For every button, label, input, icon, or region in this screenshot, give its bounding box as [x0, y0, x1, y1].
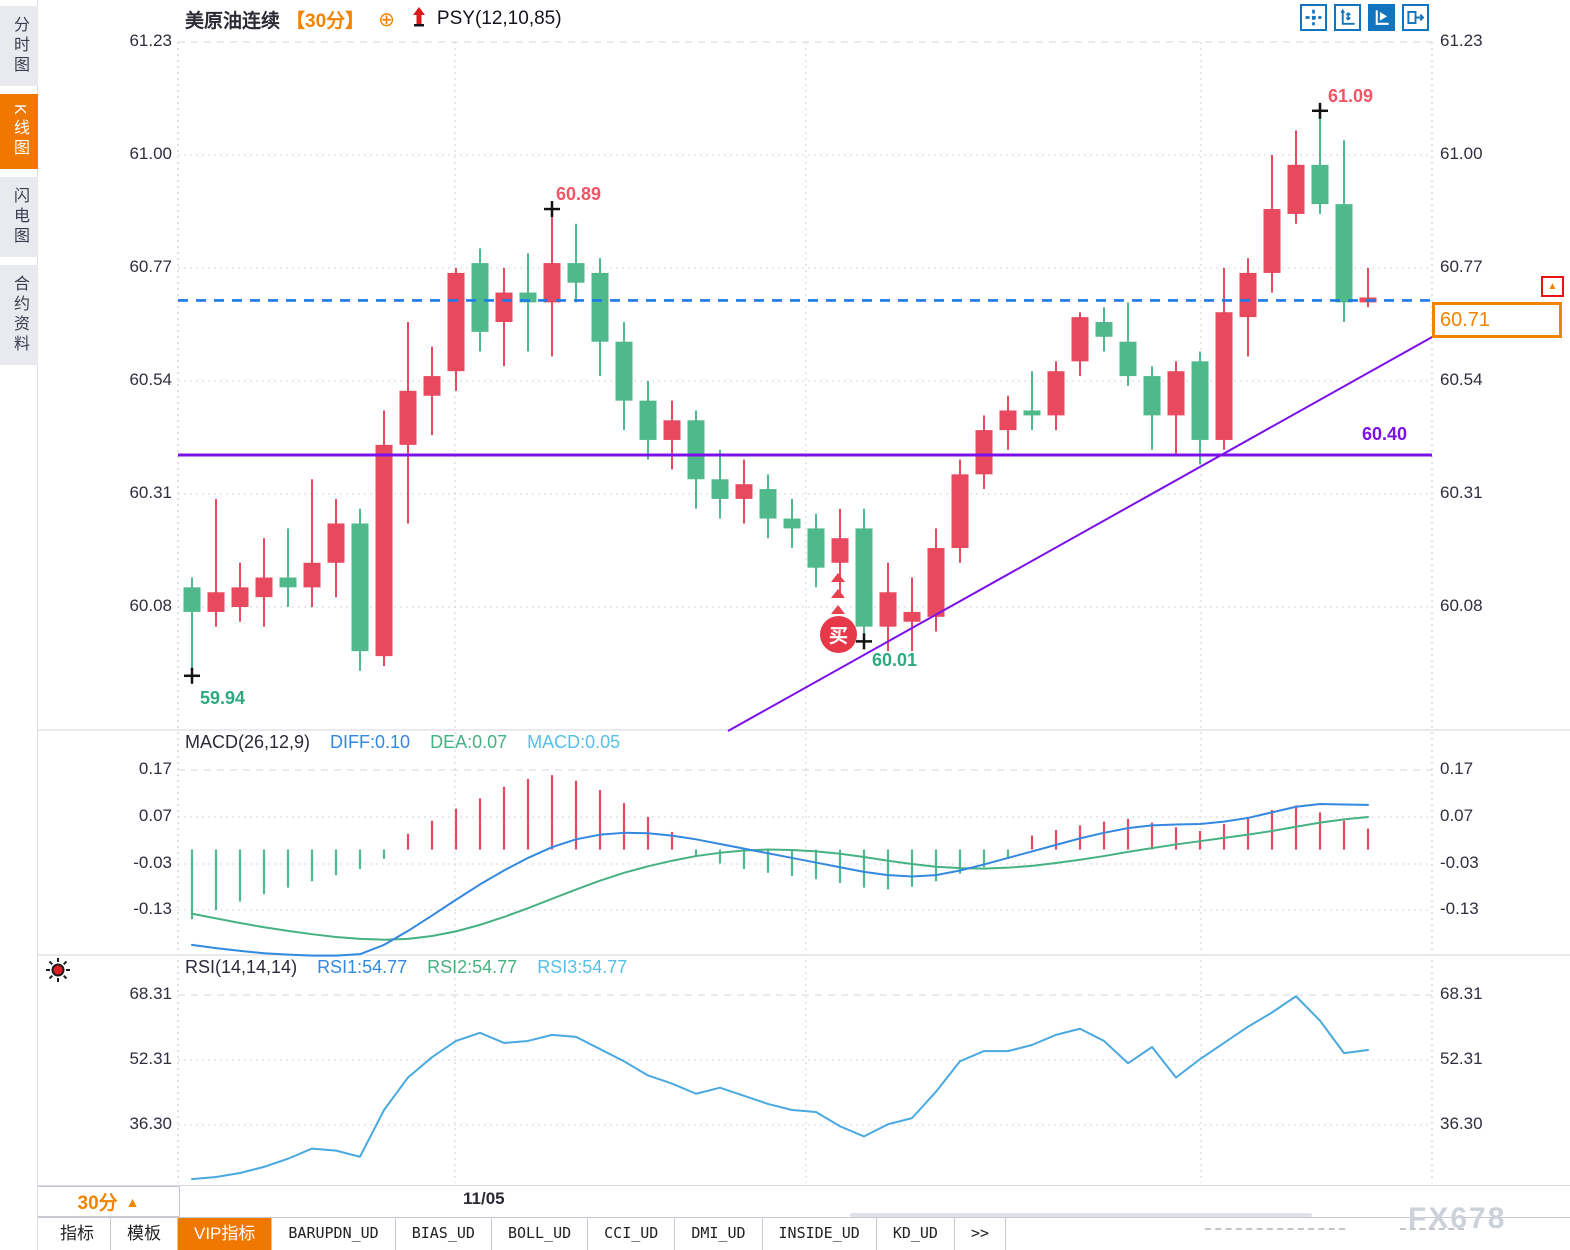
axis-tick-label: 61.00	[129, 144, 172, 163]
buy-signal-marker: 买	[820, 616, 857, 653]
axis-zoom-icon[interactable]	[1334, 4, 1361, 31]
sidebar-tab-K线图[interactable]: K线图	[0, 94, 38, 169]
bottom-tab-模板[interactable]: 模板	[111, 1218, 178, 1250]
axis-tick-label: 60.54	[129, 370, 172, 389]
axis-tick-label: 36.30	[1440, 1114, 1483, 1133]
period-selector-button[interactable]: 30分 ▲	[38, 1186, 180, 1217]
price-alert-icon[interactable]: ▲	[1541, 276, 1564, 297]
axis-tick-label: 60.08	[129, 596, 172, 615]
axis-tick-label: 60.31	[1440, 483, 1483, 502]
axis-tick-label: 61.23	[129, 31, 172, 50]
axis-tick-label: 68.31	[1440, 984, 1483, 1003]
axis-tick-label: 52.31	[1440, 1049, 1483, 1068]
hidden-tab-dashes	[1400, 1228, 1464, 1230]
axis-tick-label: 36.30	[129, 1114, 172, 1133]
macd-panel-header: MACD(26,12,9) DIFF:0.10 DEA:0.07 MACD:0.…	[185, 732, 620, 753]
rsi-panel-header: RSI(14,14,14) RSI1:54.77 RSI2:54.77 RSI3…	[185, 957, 627, 978]
link-compare-icon[interactable]: ⊕	[378, 8, 395, 31]
period-selector-label: 30分	[77, 1193, 118, 1214]
bottom-tab-KD_UD[interactable]: KD_UD	[877, 1218, 955, 1250]
support-level-label: 60.40	[1362, 424, 1408, 444]
axis-tick-label: 60.31	[129, 483, 172, 502]
indicator-tabbar: 指标 模板 VIP指标 BARUPDN_UD BIAS_UD BOLL_UD CCI_UD D…	[38, 1217, 1570, 1250]
watermark: FX678	[1408, 1202, 1507, 1235]
bottom-tab-指标[interactable]: 指标	[44, 1218, 111, 1250]
bottom-tab-DMI_UD[interactable]: DMI_UD	[675, 1218, 763, 1250]
rsi3-value: RSI3:54.77	[537, 957, 628, 977]
axis-tick-label: -0.03	[1440, 853, 1479, 872]
period-label[interactable]: 【30分】	[286, 10, 365, 32]
hidden-tab-dashes	[1205, 1228, 1345, 1230]
bottom-tab-VIP指标[interactable]: VIP指标	[178, 1218, 273, 1250]
indicator-settings-icon[interactable]	[44, 956, 72, 989]
sidebar-tab-闪电图[interactable]: 闪电图	[0, 176, 38, 257]
axis-tick-label: 0.07	[1440, 806, 1474, 825]
chart-header: 美原油连续 【30分】 ⊕ PSY(12,10,85)	[185, 5, 562, 33]
swing-high-label: 60.89	[556, 184, 602, 204]
auto-scale-icon[interactable]	[1368, 4, 1395, 31]
rsi2-value: RSI2:54.77	[427, 957, 518, 977]
axis-tick-label: 60.54	[1440, 370, 1483, 389]
bottom-tab-CCI_UD[interactable]: CCI_UD	[588, 1218, 676, 1250]
axis-tick-label: 0.07	[138, 806, 172, 825]
chart-toolbar	[1300, 4, 1429, 31]
macd-diff-value: DIFF:0.10	[330, 732, 411, 752]
buy-arrow-icon	[831, 573, 845, 582]
axis-tick-label: 61.23	[1440, 31, 1483, 50]
sidebar-tab-分时图[interactable]: 分时图	[0, 6, 38, 86]
bottom-tab-INSIDE_UD[interactable]: INSIDE_UD	[763, 1218, 877, 1250]
bottom-tab->>[interactable]: >>	[955, 1218, 1007, 1250]
sidebar-tab-合约资料[interactable]: 合约资料	[0, 264, 38, 365]
bottom-tab-BARUPDN_UD[interactable]: BARUPDN_UD	[272, 1218, 396, 1250]
pane-export-icon[interactable]	[1402, 4, 1429, 31]
axis-tick-label: -0.03	[133, 853, 172, 872]
axis-tick-label: 60.77	[129, 257, 172, 276]
pullback-low-label: 60.01	[872, 650, 918, 670]
axis-tick-label: 60.77	[1440, 257, 1483, 276]
rsi1-value: RSI1:54.77	[317, 957, 408, 977]
crosshair-icon[interactable]	[1300, 4, 1327, 31]
swing-low-label: 59.94	[200, 688, 246, 708]
date-axis-label: 11/05	[463, 1189, 505, 1208]
symbol-title: 美原油连续	[185, 10, 281, 32]
macd-dea-value: DEA:0.07	[430, 732, 508, 752]
session-high-label: 61.09	[1328, 86, 1374, 106]
overlay-indicator-label[interactable]: PSY(12,10,85)	[436, 8, 562, 29]
up-arrow-icon	[411, 6, 427, 33]
buy-arrow-icon	[831, 605, 845, 614]
axis-tick-label: 0.17	[1440, 759, 1474, 778]
bottom-tab-BOLL_UD[interactable]: BOLL_UD	[492, 1218, 589, 1250]
axis-tick-label: 60.08	[1440, 596, 1483, 615]
axis-tick-label: 0.17	[138, 759, 172, 778]
xaxis-strip: 30分 ▲ 11/05	[38, 1185, 1570, 1217]
axis-tick-label: -0.13	[133, 899, 172, 918]
chart-type-sidebar: 分时图 K线图闪电图合约资料	[0, 0, 38, 1250]
axis-tick-label: -0.13	[1440, 899, 1479, 918]
last-price-box: 60.71	[1432, 302, 1562, 338]
buy-arrow-icon	[831, 589, 845, 598]
macd-label: MACD(26,12,9)	[185, 732, 311, 752]
period-caret-icon: ▲	[125, 1193, 140, 1210]
bottom-tab-BIAS_UD[interactable]: BIAS_UD	[396, 1218, 492, 1250]
axis-tick-label: 61.00	[1440, 144, 1483, 163]
rsi-label: RSI(14,14,14)	[185, 957, 298, 977]
axis-tick-label: 52.31	[129, 1049, 172, 1068]
tab-scrollbar[interactable]	[850, 1213, 1312, 1217]
axis-tick-label: 68.31	[129, 984, 172, 1003]
macd-hist-value: MACD:0.05	[527, 732, 621, 752]
